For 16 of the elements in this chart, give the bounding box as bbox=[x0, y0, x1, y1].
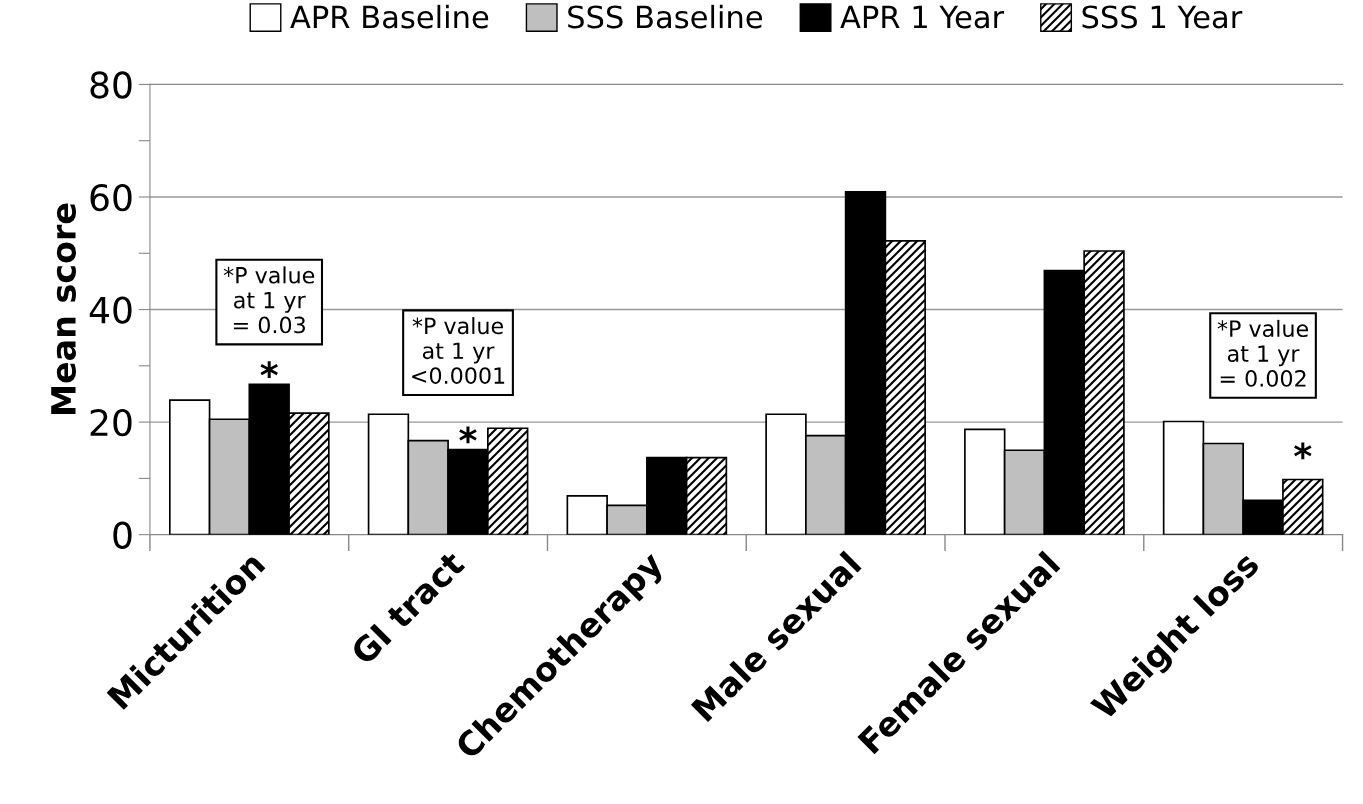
annotation: * bbox=[459, 426, 477, 444]
legend-label: SSS 1 Year bbox=[1082, 5, 1243, 29]
legend-label: SSS Baseline bbox=[568, 4, 762, 29]
annotation: *P value at 1 yr = 0.03 bbox=[223, 266, 315, 334]
y-tick-label: 40 bbox=[89, 296, 132, 324]
annotation: *P value at 1 yr = 0.002 bbox=[1217, 319, 1308, 387]
annotation: *P value at 1 yr <0.0001 bbox=[412, 317, 505, 385]
annotation: * bbox=[1294, 442, 1312, 460]
y-tick-label: 20 bbox=[90, 409, 132, 437]
annotation: * bbox=[260, 361, 278, 378]
legend-label: APR Baseline bbox=[290, 4, 489, 29]
y-tick-label: 0 bbox=[113, 521, 132, 549]
y-axis-title: Mean score bbox=[51, 203, 76, 415]
y-tick-label: 80 bbox=[90, 71, 132, 99]
legend-label: APR 1 Year bbox=[840, 5, 1005, 29]
y-tick-label: 60 bbox=[90, 183, 132, 212]
